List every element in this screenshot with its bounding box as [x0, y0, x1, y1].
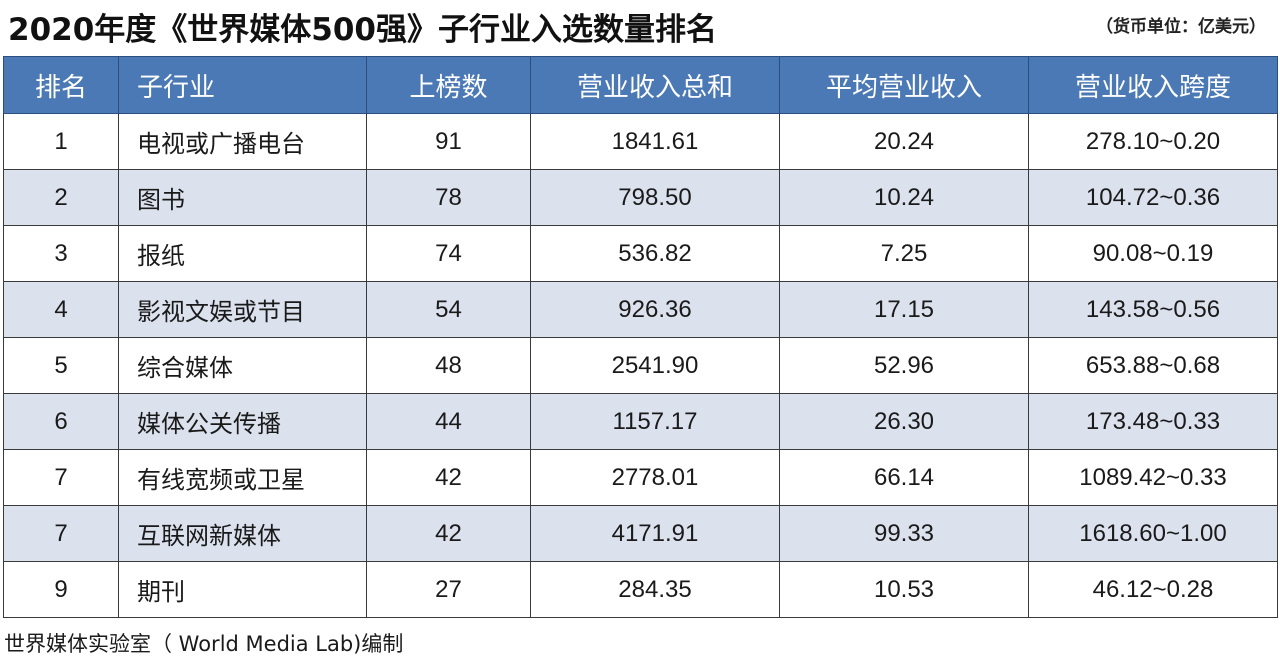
table-row: 4 影视文娱或节目 54 926.36 17.15 143.58~0.56 [3, 281, 1278, 338]
revenue-range-cell: 90.08~0.19 [1028, 225, 1278, 282]
column-header-total-revenue: 营业收入总和 [530, 56, 780, 114]
rank-cell: 5 [3, 337, 119, 394]
subindustry-cell: 图书 [118, 169, 367, 226]
average-revenue-cell: 20.24 [779, 113, 1029, 170]
average-revenue-cell: 66.14 [779, 449, 1029, 506]
total-revenue-cell: 798.50 [530, 169, 780, 226]
revenue-range-cell: 278.10~0.20 [1028, 113, 1278, 170]
table-row: 7 互联网新媒体 42 4171.91 99.33 1618.60~1.00 [3, 505, 1278, 562]
rank-cell: 3 [3, 225, 119, 282]
table-row: 3 报纸 74 536.82 7.25 90.08~0.19 [3, 225, 1278, 282]
total-revenue-cell: 1157.17 [530, 393, 780, 450]
average-revenue-cell: 10.24 [779, 169, 1029, 226]
rank-cell: 1 [3, 113, 119, 170]
revenue-range-cell: 104.72~0.36 [1028, 169, 1278, 226]
rank-cell: 4 [3, 281, 119, 338]
total-revenue-cell: 1841.61 [530, 113, 780, 170]
count-cell: 48 [366, 337, 531, 394]
subindustry-cell: 互联网新媒体 [118, 505, 367, 562]
table-row: 6 媒体公关传播 44 1157.17 26.30 173.48~0.33 [3, 393, 1278, 450]
count-cell: 74 [366, 225, 531, 282]
ranking-table: 排名 子行业 上榜数 营业收入总和 平均营业收入 营业收入跨度 1 电视或广播电台… [3, 56, 1278, 618]
count-cell: 54 [366, 281, 531, 338]
column-header-revenue-range: 营业收入跨度 [1028, 56, 1278, 114]
average-revenue-cell: 10.53 [779, 561, 1029, 618]
subindustry-cell: 期刊 [118, 561, 367, 618]
total-revenue-cell: 2541.90 [530, 337, 780, 394]
count-cell: 78 [366, 169, 531, 226]
count-cell: 42 [366, 505, 531, 562]
count-cell: 91 [366, 113, 531, 170]
revenue-range-cell: 173.48~0.33 [1028, 393, 1278, 450]
subindustry-cell: 有线宽频或卫星 [118, 449, 367, 506]
average-revenue-cell: 26.30 [779, 393, 1029, 450]
total-revenue-cell: 536.82 [530, 225, 780, 282]
subindustry-cell: 媒体公关传播 [118, 393, 367, 450]
count-cell: 42 [366, 449, 531, 506]
page-title: 2020年度《世界媒体500强》子行业入选数量排名 [8, 12, 717, 48]
table-row: 2 图书 78 798.50 10.24 104.72~0.36 [3, 169, 1278, 226]
revenue-range-cell: 1618.60~1.00 [1028, 505, 1278, 562]
average-revenue-cell: 99.33 [779, 505, 1029, 562]
revenue-range-cell: 46.12~0.28 [1028, 561, 1278, 618]
subindustry-cell: 报纸 [118, 225, 367, 282]
count-cell: 27 [366, 561, 531, 618]
table-row: 5 综合媒体 48 2541.90 52.96 653.88~0.68 [3, 337, 1278, 394]
table-header-row: 排名 子行业 上榜数 营业收入总和 平均营业收入 营业收入跨度 [3, 56, 1278, 114]
column-header-subindustry: 子行业 [118, 56, 367, 114]
average-revenue-cell: 52.96 [779, 337, 1029, 394]
currency-unit-note: （货币单位：亿美元） [1096, 17, 1266, 37]
average-revenue-cell: 17.15 [779, 281, 1029, 338]
total-revenue-cell: 926.36 [530, 281, 780, 338]
rank-cell: 6 [3, 393, 119, 450]
average-revenue-cell: 7.25 [779, 225, 1029, 282]
total-revenue-cell: 4171.91 [530, 505, 780, 562]
subindustry-cell: 电视或广播电台 [118, 113, 367, 170]
revenue-range-cell: 653.88~0.68 [1028, 337, 1278, 394]
count-cell: 44 [366, 393, 531, 450]
table-row: 1 电视或广播电台 91 1841.61 20.24 278.10~0.20 [3, 113, 1278, 170]
rank-cell: 9 [3, 561, 119, 618]
total-revenue-cell: 2778.01 [530, 449, 780, 506]
column-header-average-revenue: 平均营业收入 [779, 56, 1029, 114]
rank-cell: 7 [3, 449, 119, 506]
source-note: 世界媒体实验室（ World Media Lab)编制 [4, 632, 404, 656]
table-row: 9 期刊 27 284.35 10.53 46.12~0.28 [3, 561, 1278, 618]
rank-cell: 2 [3, 169, 119, 226]
column-header-rank: 排名 [3, 56, 119, 114]
rank-cell: 7 [3, 505, 119, 562]
subindustry-cell: 影视文娱或节目 [118, 281, 367, 338]
table-row: 7 有线宽频或卫星 42 2778.01 66.14 1089.42~0.33 [3, 449, 1278, 506]
revenue-range-cell: 1089.42~0.33 [1028, 449, 1278, 506]
subindustry-cell: 综合媒体 [118, 337, 367, 394]
total-revenue-cell: 284.35 [530, 561, 780, 618]
revenue-range-cell: 143.58~0.56 [1028, 281, 1278, 338]
column-header-count: 上榜数 [366, 56, 531, 114]
